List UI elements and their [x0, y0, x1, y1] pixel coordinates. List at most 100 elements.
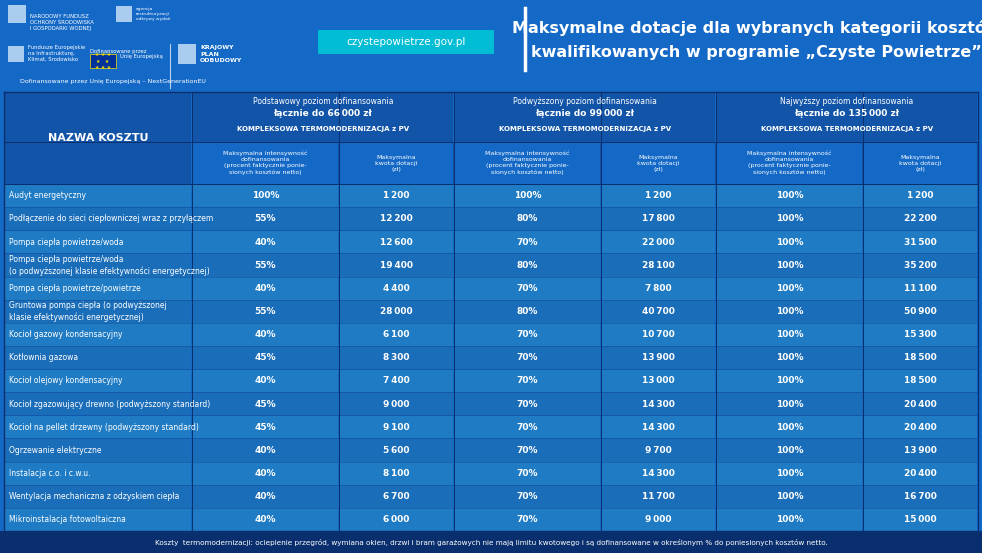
Bar: [454, 485, 600, 508]
Text: 1 200: 1 200: [383, 191, 409, 200]
Text: 45%: 45%: [254, 422, 276, 432]
Text: 9 000: 9 000: [383, 399, 409, 409]
Bar: [863, 369, 977, 392]
Bar: [4, 462, 191, 485]
Bar: [4, 207, 191, 230]
Text: 100%: 100%: [514, 191, 541, 200]
Text: Fundusze Europejskie
na Infrastrukturę,
Klimat, Środowisko: Fundusze Europejskie na Infrastrukturę, …: [28, 45, 85, 63]
Bar: [454, 393, 600, 415]
Bar: [601, 142, 715, 184]
Text: 22 000: 22 000: [642, 238, 675, 247]
Bar: [716, 485, 862, 508]
Text: 70%: 70%: [517, 238, 538, 247]
Text: 100%: 100%: [776, 377, 803, 385]
Text: 100%: 100%: [776, 469, 803, 478]
Bar: [454, 92, 715, 142]
Text: 55%: 55%: [254, 307, 276, 316]
Bar: [4, 231, 191, 253]
Bar: [716, 277, 862, 300]
Text: 6 000: 6 000: [383, 515, 409, 524]
Text: 100%: 100%: [776, 399, 803, 409]
Bar: [716, 439, 862, 462]
Bar: [716, 254, 862, 276]
Bar: [601, 254, 715, 276]
Bar: [863, 439, 977, 462]
Text: 70%: 70%: [517, 353, 538, 362]
Bar: [454, 142, 600, 184]
Bar: [339, 324, 453, 346]
Text: 45%: 45%: [254, 399, 276, 409]
Text: 80%: 80%: [517, 260, 538, 270]
Text: 40%: 40%: [254, 492, 276, 501]
Bar: [339, 346, 453, 369]
Text: 55%: 55%: [254, 215, 276, 223]
Text: Kocioł zgazowujący drewno (podwyższony standard): Kocioł zgazowujący drewno (podwyższony s…: [9, 399, 210, 409]
Bar: [192, 300, 338, 323]
Text: 31 500: 31 500: [904, 238, 937, 247]
Text: 14 300: 14 300: [642, 422, 675, 432]
Text: Podwyższony poziom dofinansowania: Podwyższony poziom dofinansowania: [513, 97, 657, 106]
Bar: [116, 6, 132, 22]
Bar: [339, 277, 453, 300]
Text: 9 000: 9 000: [645, 515, 672, 524]
Text: Podłączenie do sieci ciepłowniczej wraz z przyłączem: Podłączenie do sieci ciepłowniczej wraz …: [9, 215, 213, 223]
Text: 15 000: 15 000: [904, 515, 937, 524]
Text: 9 700: 9 700: [645, 446, 672, 455]
Text: 100%: 100%: [776, 515, 803, 524]
Bar: [0, 531, 982, 553]
Text: Maksymalna
kwota dotacji
(zł): Maksymalna kwota dotacji (zł): [900, 154, 942, 171]
Text: 100%: 100%: [776, 260, 803, 270]
Bar: [601, 508, 715, 531]
Bar: [716, 207, 862, 230]
Bar: [601, 485, 715, 508]
Text: Maksymalna intensywność
dofinansowania
(procent faktycznie ponie-
sionych kosztó: Maksymalna intensywność dofinansowania (…: [485, 151, 570, 175]
Text: 40%: 40%: [254, 238, 276, 247]
Text: 100%: 100%: [776, 446, 803, 455]
Text: Pompa ciepła powietrze/woda: Pompa ciepła powietrze/woda: [9, 238, 124, 247]
Text: 80%: 80%: [517, 307, 538, 316]
Bar: [601, 346, 715, 369]
Bar: [454, 185, 600, 207]
Text: 40 700: 40 700: [642, 307, 675, 316]
Bar: [863, 324, 977, 346]
Text: 28 100: 28 100: [642, 260, 675, 270]
Text: 40%: 40%: [254, 377, 276, 385]
Bar: [716, 231, 862, 253]
Text: 50 900: 50 900: [904, 307, 937, 316]
Text: 70%: 70%: [517, 469, 538, 478]
Bar: [4, 393, 191, 415]
Bar: [863, 346, 977, 369]
Bar: [454, 324, 600, 346]
Text: NARODOWY FUNDUSZ
OCHRONY ŚRODOWISKA
I GOSPODARKI WODNEJ: NARODOWY FUNDUSZ OCHRONY ŚRODOWISKA I GO…: [30, 14, 94, 32]
Bar: [716, 185, 862, 207]
Bar: [863, 185, 977, 207]
Text: Kocioł gazowy kondensacyjny: Kocioł gazowy kondensacyjny: [9, 330, 123, 339]
Bar: [4, 277, 191, 300]
Bar: [115, 5, 165, 23]
Text: 10 700: 10 700: [642, 330, 675, 339]
Text: Maksymalna
kwota dotacji
(zł): Maksymalna kwota dotacji (zł): [375, 154, 417, 171]
Text: 100%: 100%: [776, 422, 803, 432]
Text: 9 100: 9 100: [383, 422, 409, 432]
Text: 13 900: 13 900: [903, 446, 937, 455]
Bar: [863, 393, 977, 415]
Bar: [716, 369, 862, 392]
Text: Pompa ciepła powietrze/woda
(o podwyższonej klasie efektywności energetycznej): Pompa ciepła powietrze/woda (o podwyższo…: [9, 255, 210, 275]
Bar: [716, 508, 862, 531]
Text: 20 400: 20 400: [904, 469, 937, 478]
Text: KOMPLEKSOWA TERMOMODERNIZACJA z PV: KOMPLEKSOWA TERMOMODERNIZACJA z PV: [499, 126, 671, 132]
Bar: [716, 416, 862, 439]
Bar: [4, 254, 191, 276]
Text: 70%: 70%: [517, 446, 538, 455]
Text: 8 300: 8 300: [383, 353, 409, 362]
Text: 55%: 55%: [254, 260, 276, 270]
Text: 40%: 40%: [254, 284, 276, 293]
Bar: [339, 439, 453, 462]
Bar: [863, 207, 977, 230]
Bar: [339, 142, 453, 184]
Bar: [601, 207, 715, 230]
Text: ★ ★ ★
★   ★
★ ★ ★: ★ ★ ★ ★ ★ ★ ★ ★: [95, 53, 111, 70]
Bar: [454, 439, 600, 462]
Bar: [192, 185, 338, 207]
Bar: [192, 207, 338, 230]
